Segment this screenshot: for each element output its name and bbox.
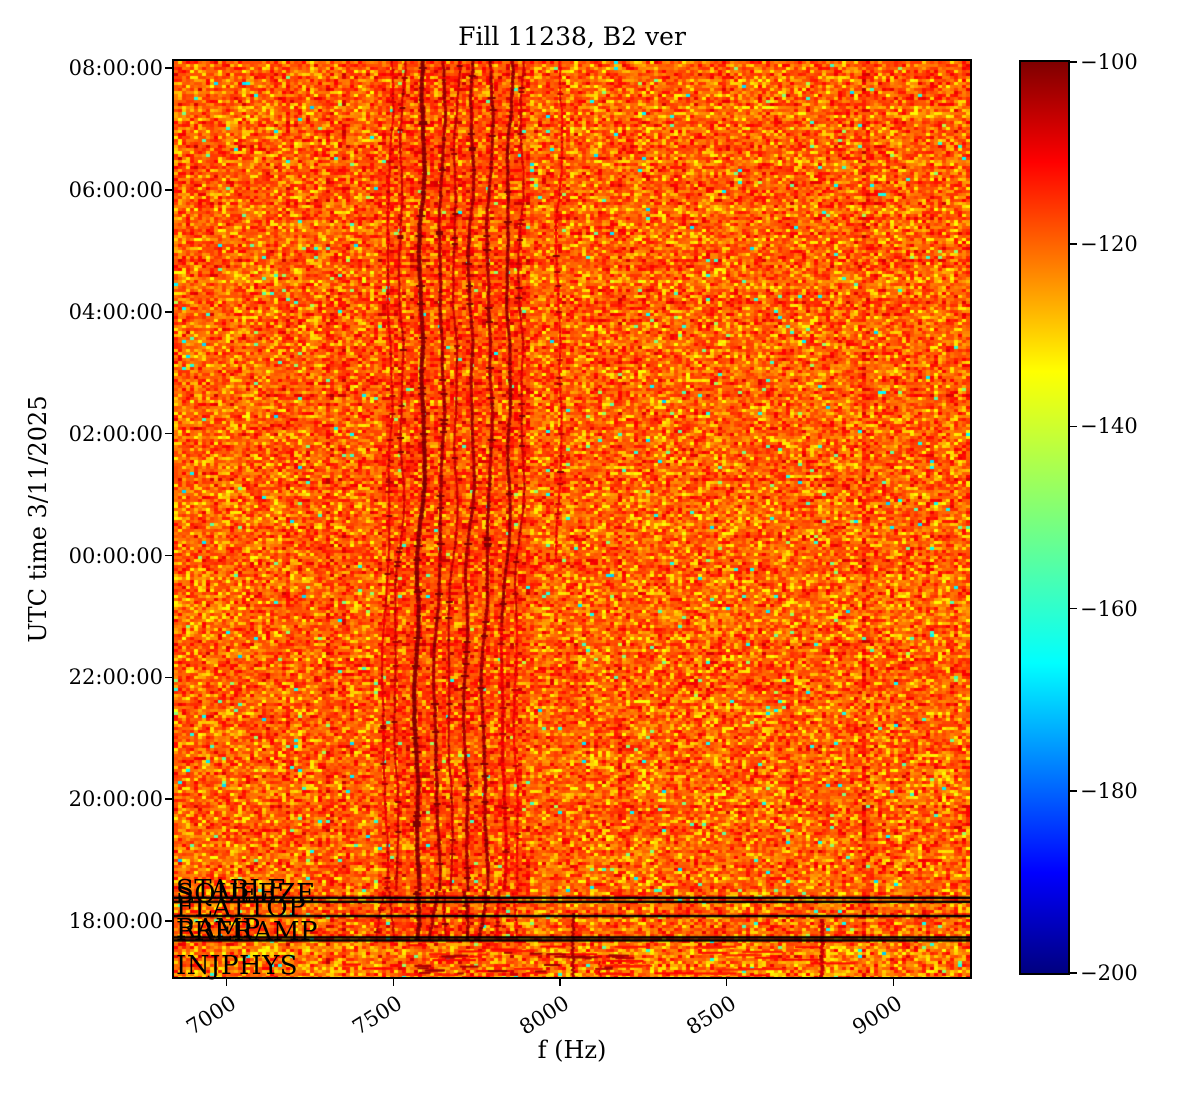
colorbar-tick-mark [1070, 607, 1077, 610]
y-tick-mark [165, 554, 172, 557]
colorbar-tick-label: −140 [1080, 414, 1138, 439]
y-tick-mark [165, 311, 172, 313]
y-tick-label: 08:00:00 [68, 56, 163, 81]
y-tick-mark [165, 676, 172, 679]
x-tick-mark [559, 979, 561, 986]
chart-title: Fill 11238, B2 ver [458, 22, 686, 51]
y-tick-mark [165, 920, 172, 922]
colorbar-tick-label: −120 [1080, 232, 1138, 257]
y-tick-label: 06:00:00 [68, 177, 163, 202]
colorbar-tick-mark [1070, 243, 1077, 245]
colorbar-tick-mark [1070, 972, 1077, 974]
x-axis-label: f (Hz) [537, 1036, 607, 1064]
y-tick-label: 04:00:00 [68, 299, 163, 324]
colorbar-tick-label: −160 [1080, 596, 1138, 621]
colorbar-tick-mark [1070, 61, 1077, 63]
y-tick-mark [165, 189, 172, 191]
plot-area: STABLE SQUEEZE FLATTOP RAMP PRERAMP INJPHYS [172, 59, 972, 979]
x-tick-mark [225, 979, 228, 986]
y-tick-mark [165, 798, 172, 801]
y-tick-mark [165, 432, 172, 435]
x-tick-mark [392, 979, 395, 986]
y-tick-label: 22:00:00 [68, 665, 163, 690]
colorbar-gradient [1021, 62, 1068, 973]
colorbar-tick-mark [1070, 425, 1077, 428]
x-tick-mark [892, 979, 895, 986]
y-tick-label: 18:00:00 [68, 909, 163, 934]
y-tick-label: 20:00:00 [68, 787, 163, 812]
colorbar-tick-label: −180 [1080, 778, 1138, 803]
colorbar-tick-label: −200 [1080, 961, 1138, 985]
y-tick-label: 00:00:00 [68, 543, 163, 568]
spectrogram-canvas [174, 61, 970, 977]
y-tick-mark [165, 67, 172, 69]
colorbar-tick-mark [1070, 790, 1077, 792]
y-tick-label: 02:00:00 [68, 421, 163, 446]
colorbar [1019, 60, 1070, 975]
x-tick-mark [725, 979, 728, 986]
colorbar-tick-label: −100 [1080, 50, 1138, 74]
